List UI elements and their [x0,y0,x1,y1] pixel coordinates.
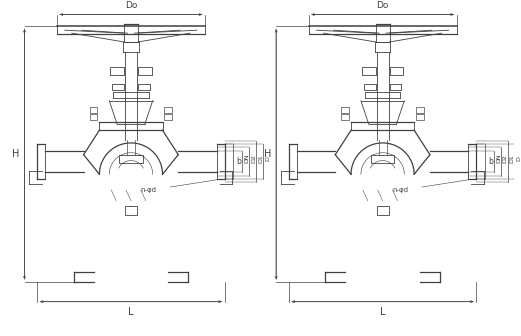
Text: H: H [264,149,271,159]
Text: D2: D2 [251,154,256,163]
Text: L: L [380,306,386,317]
Text: n-φd: n-φd [141,187,157,193]
Text: DN: DN [496,154,501,163]
Text: L: L [128,306,134,317]
Bar [125,206,137,215]
Bar [416,107,424,113]
Text: DN: DN [244,154,250,163]
Text: b: b [488,157,493,166]
Bar [371,155,394,163]
Text: D2: D2 [503,154,508,163]
Bar [165,107,172,113]
Text: Do: Do [125,1,137,10]
Text: D: D [265,156,270,161]
Text: D1: D1 [510,154,515,163]
Text: H: H [12,149,20,159]
Bar [119,155,143,163]
Text: Do: Do [376,1,389,10]
Text: n-φd: n-φd [392,187,408,193]
Bar [341,115,349,120]
Bar [90,115,97,120]
Bar [416,115,424,120]
Bar [341,107,349,113]
Bar [90,107,97,113]
Bar [165,115,172,120]
Text: b: b [237,157,241,166]
Bar [377,206,389,215]
Text: D1: D1 [258,154,263,163]
Text: D: D [517,156,521,161]
